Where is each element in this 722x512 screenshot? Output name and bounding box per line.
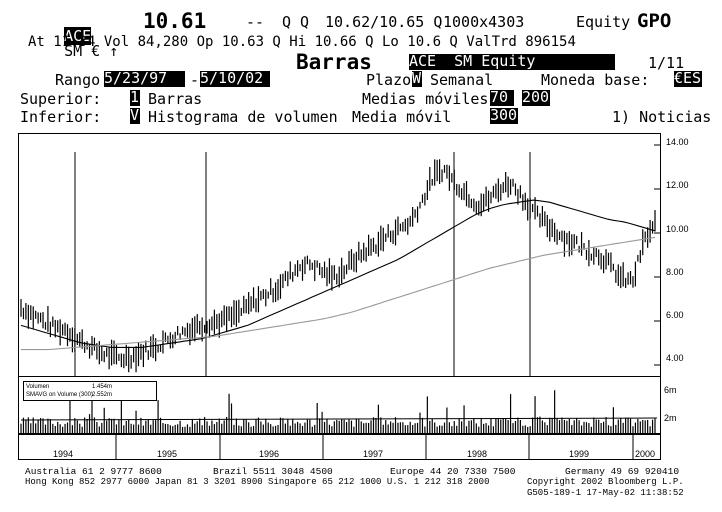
year-label: 1996 xyxy=(259,449,280,459)
volume-average-line xyxy=(20,417,658,421)
volume-legend-value: 1.454m xyxy=(92,384,113,390)
ma-single-label: Media móvil xyxy=(352,108,452,126)
ma1-field[interactable]: 70 xyxy=(490,90,514,106)
period-value: Semanal xyxy=(430,71,494,89)
range-separator: - xyxy=(190,71,200,89)
trade-summary-line: At 11:34 Vol 84,280 Op 10.63 Q Hi 10.66 … xyxy=(28,34,576,50)
period-label: Plazo xyxy=(366,71,412,89)
moving-average-200-line xyxy=(21,236,656,351)
page-indicator: 1/11 xyxy=(648,54,685,72)
volume-chart: Volumen 1.454m SMAVG on Volume (300) 2.5… xyxy=(18,376,661,434)
year-label: 1994 xyxy=(53,449,74,459)
lower-value: Histograma de volumen xyxy=(148,108,338,126)
range-label: Rango xyxy=(55,71,101,89)
quote-line: ACE SM € ↑ xyxy=(28,14,118,74)
price-chart xyxy=(18,133,661,377)
range-start-field[interactable]: 5/23/97 xyxy=(104,71,185,87)
ticker-badge[interactable]: ACE xyxy=(64,27,92,45)
market-sector: Equity xyxy=(576,13,631,31)
year-label: 1999 xyxy=(569,449,590,459)
time-axis-ticks xyxy=(115,435,634,459)
currency-label: Moneda base: xyxy=(541,71,650,89)
footer-contact: Europe 44 20 7330 7500 xyxy=(390,466,516,477)
volume-chart-svg xyxy=(20,390,658,433)
function-code[interactable]: GPO xyxy=(637,10,672,32)
price-change: -- xyxy=(246,13,265,31)
y-tick-label: 12.00 xyxy=(666,180,689,190)
volume-tick-label: 2m xyxy=(664,413,677,423)
y-tick-label: 10.00 xyxy=(666,224,689,234)
footer-copyright: Copyright 2002 Bloomberg L.P. xyxy=(527,477,684,487)
footer-contact: Brazil 5511 3048 4500 xyxy=(213,466,333,477)
lower-label: Inferior: xyxy=(20,108,102,126)
currency-field[interactable]: €ES xyxy=(674,69,702,87)
footer-contact-line: Hong Kong 852 2977 6000 Japan 81 3 3201 … xyxy=(25,477,490,487)
exchange-currency: SM € ↑ xyxy=(64,42,119,60)
period-code-field[interactable]: W xyxy=(412,69,422,87)
year-label: 1997 xyxy=(363,449,384,459)
last-price: 10.61 xyxy=(143,9,207,33)
footer-contact: Australia 61 2 9777 8600 xyxy=(25,466,162,477)
bid-ask-size: 1000x4303 xyxy=(443,13,525,31)
price-chart-svg xyxy=(20,144,660,376)
upper-code-field[interactable]: 1 xyxy=(130,88,140,106)
volume-avg-legend-value: 2.552m xyxy=(92,392,113,398)
y-tick-label: 6.00 xyxy=(666,310,684,320)
quote-flags: Q Q xyxy=(282,13,310,31)
ma-label: Medias móviles xyxy=(362,90,489,108)
ma2-field[interactable]: 200 xyxy=(522,88,550,106)
volume-legend: Volumen 1.454m SMAVG on Volume (300) 2.5… xyxy=(23,381,157,401)
time-axis: 1994 1995 1996 1997 1998 1999 2000 xyxy=(18,434,661,460)
page-title: Barras xyxy=(296,50,372,74)
security-field[interactable]: ACE SM Equity xyxy=(409,54,615,70)
y-tick-label: 14.00 xyxy=(666,137,689,147)
ma-single-field[interactable]: 300 xyxy=(490,106,518,124)
year-label: 2000 xyxy=(635,449,656,459)
footer-timestamp: G505-189-1 17-May-02 11:38:52 xyxy=(527,488,684,498)
year-label: 1995 xyxy=(157,449,178,459)
volume-avg-legend-label: SMAVG on Volume (300) xyxy=(26,392,93,398)
y-tick-label: 8.00 xyxy=(666,267,684,277)
volume-tick-label: 6m xyxy=(664,385,677,395)
bid-ask: 10.62/10.65 Q xyxy=(325,13,443,31)
news-link[interactable]: 1) Noticias xyxy=(612,108,712,126)
year-label: 1998 xyxy=(467,449,488,459)
y-tick-label: 4.00 xyxy=(666,353,684,363)
upper-label: Superior: xyxy=(20,90,102,108)
lower-code-field[interactable]: V xyxy=(130,106,140,124)
moving-average-70-line xyxy=(20,199,656,348)
upper-value: Barras xyxy=(148,90,203,108)
footer-contact: Germany 49 69 920410 xyxy=(565,466,680,477)
range-end-field[interactable]: 5/10/02 xyxy=(200,71,270,87)
volume-legend-label: Volumen xyxy=(26,384,50,390)
